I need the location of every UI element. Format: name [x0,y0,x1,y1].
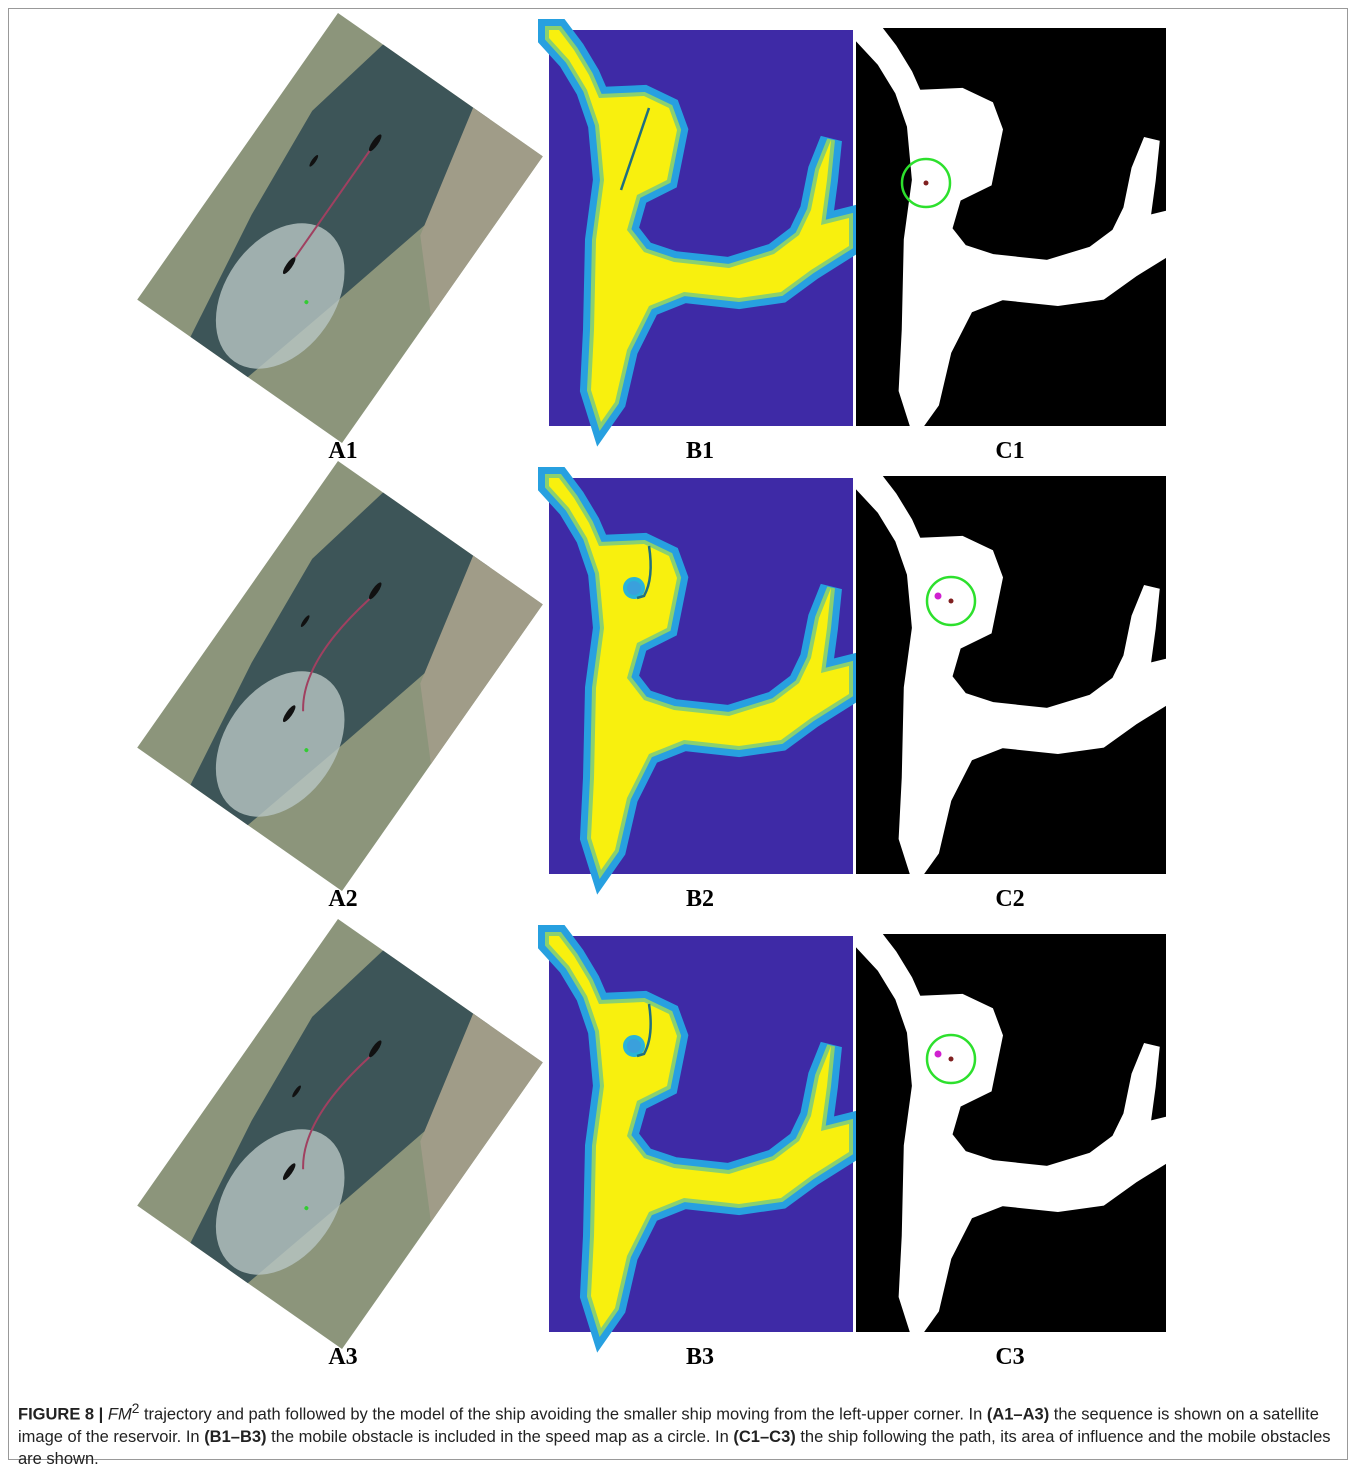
panel-label: C2 [995,886,1024,912]
caption-text: trajectory and path followed by the mode… [139,1406,986,1424]
panel-label: C3 [995,1344,1024,1370]
mobile-obstacle [935,593,942,600]
caption-text: the mobile obstacle is included in the s… [267,1428,734,1446]
caption-text: FM [108,1406,132,1424]
caption-figure-label: FIGURE 8 | [18,1406,103,1424]
ship [949,1057,954,1062]
satellite-image [137,919,543,1349]
caption-ref: (B1–B3) [204,1428,266,1446]
ship [949,599,954,604]
panel-label: B2 [686,886,714,912]
panel-label: A1 [328,438,357,464]
satellite-image [137,13,543,443]
panel-label: B3 [686,1344,714,1370]
speed-map [549,936,853,1332]
binary-map [856,28,1170,426]
caption: FIGURE 8 | FM2 trajectory and path follo… [18,1398,1338,1470]
caption-ref: (A1–A3) [987,1406,1049,1424]
panel-label: A2 [328,886,357,912]
ship [924,181,929,186]
binary-map [856,934,1170,1332]
obstacle [625,579,643,597]
panel-label: C1 [995,438,1024,464]
speed-map [549,478,853,874]
figure: A1 B1 C1 A2 B2 C2 A3 B3 C3 [0,0,1358,1390]
binary-map [856,476,1170,874]
caption-ref: (C1–C3) [733,1428,795,1446]
mobile-obstacle [935,1051,942,1058]
panel-label: B1 [686,438,714,464]
panel-label: A3 [328,1344,357,1370]
speed-map [549,30,853,426]
obstacle [625,1037,643,1055]
satellite-image [137,461,543,891]
